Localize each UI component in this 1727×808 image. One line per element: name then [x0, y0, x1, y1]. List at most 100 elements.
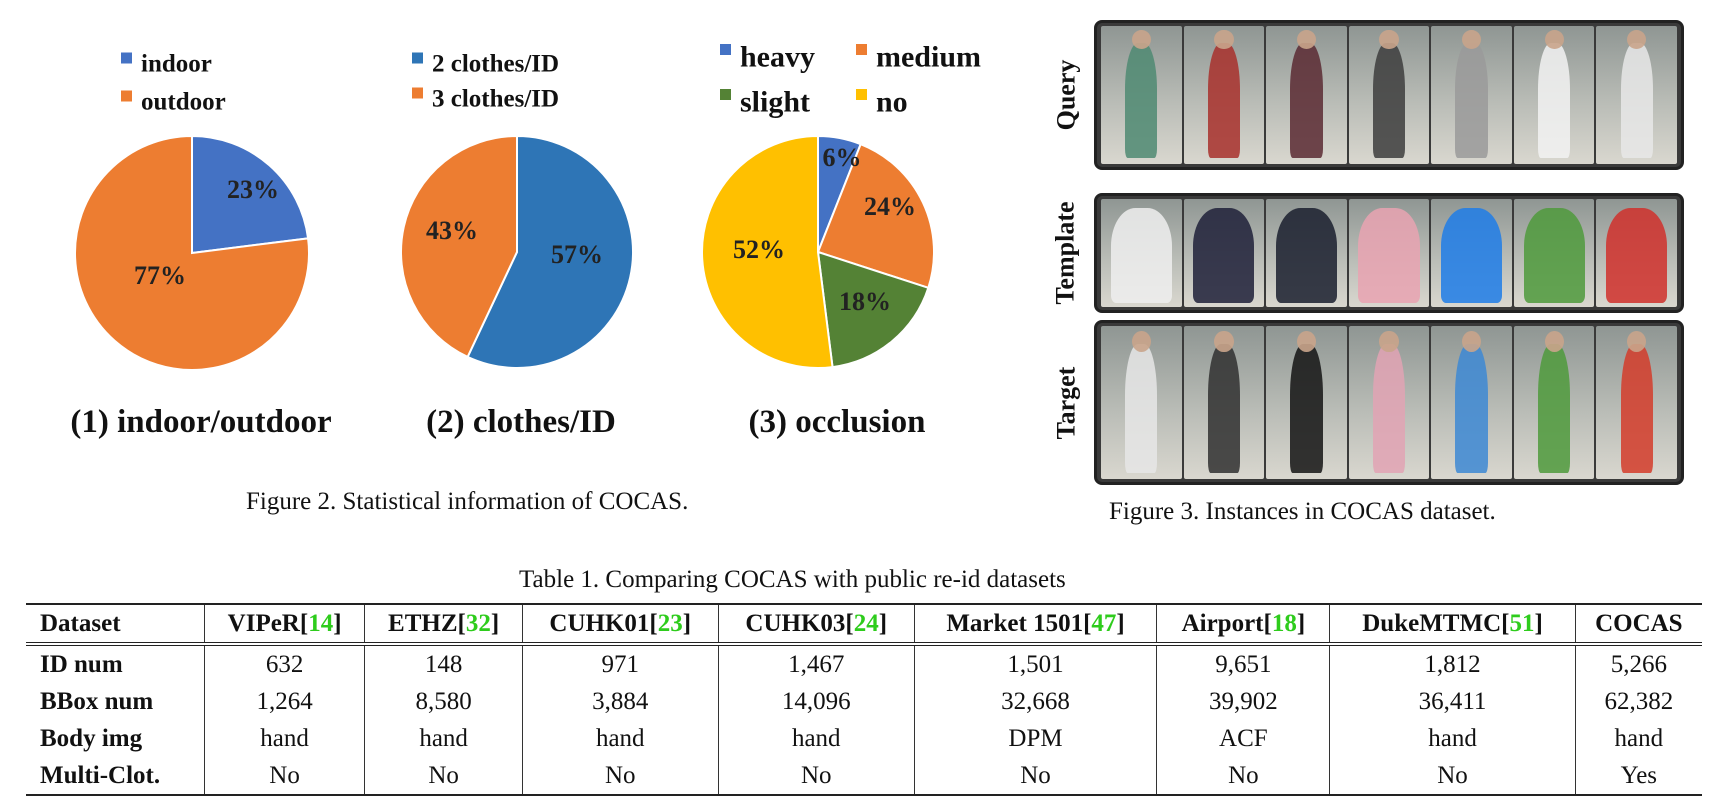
image-strip-query — [1094, 20, 1684, 170]
legend-swatch — [720, 44, 731, 55]
legend-label: outdoor — [141, 88, 226, 115]
pie-chart-2: 57% 43% 2 clothes/ID 3 clothes/ID (2) clothe… — [400, 50, 634, 440]
pie-slice-indoor — [191, 134, 310, 255]
person-image — [1101, 26, 1182, 164]
person-image — [1183, 26, 1265, 164]
slice-value-label: 18% — [839, 287, 891, 316]
chart-title: (2) clothes/ID — [426, 404, 616, 440]
table-cell: 39,902 — [1156, 683, 1330, 720]
row-label-target: Target — [1042, 320, 1090, 485]
image-strip-template — [1094, 193, 1684, 313]
table-cell: hand — [364, 720, 523, 757]
table-cell: DPM — [913, 720, 1157, 757]
citation-link[interactable]: 51 — [1509, 609, 1535, 637]
pie-slice-no — [701, 134, 834, 369]
legend-swatch — [412, 87, 423, 99]
slice-value-label: 6% — [823, 143, 862, 172]
table-cell: ACF — [1156, 720, 1330, 757]
column-header: Airport[18] — [1156, 604, 1330, 644]
slice-value-label: 52% — [733, 235, 785, 264]
legend-swatch — [121, 90, 132, 102]
legend-label: 2 clothes/ID — [432, 50, 559, 77]
table-cell: 1,501 — [913, 644, 1157, 683]
column-header: CUHK03[24] — [717, 604, 915, 644]
pie-chart-3: 6%24% 18% 52% heavy medium slight no (3) occlus… — [701, 41, 981, 440]
column-header: Market 1501[47] — [913, 604, 1157, 644]
person-image — [1266, 26, 1347, 164]
table-cell: 62,382 — [1574, 683, 1702, 720]
legend-label: slight — [740, 86, 810, 119]
column-header: COCAS — [1574, 604, 1702, 644]
citation-link[interactable]: 24 — [853, 609, 879, 637]
citation-link[interactable]: 14 — [308, 609, 334, 637]
column-header: DukeMTMC[51] — [1329, 604, 1576, 644]
figure2-charts: 23% 77% indoor outdoor (1) indoor/outdoor 57%… — [70, 41, 981, 441]
table-cell: 148 — [364, 644, 523, 683]
legend-label: indoor — [141, 50, 212, 77]
person-image — [1596, 326, 1678, 479]
table-cell: 3,884 — [521, 683, 719, 720]
row-label-text: Target — [1051, 366, 1081, 439]
table-cell: 9,651 — [1156, 644, 1330, 683]
column-header: CUHK01[23] — [521, 604, 719, 644]
table-cell: 5,266 — [1574, 644, 1702, 683]
table-cell: 1,812 — [1329, 644, 1576, 683]
person-image — [1183, 326, 1265, 479]
image-strip-target — [1094, 320, 1684, 485]
table-cell: No — [521, 757, 719, 795]
person-image — [1513, 326, 1595, 479]
legend-swatch — [720, 89, 731, 100]
citation-link[interactable]: 23 — [657, 609, 683, 637]
person-image — [1596, 199, 1678, 307]
table-cell: Yes — [1574, 757, 1702, 795]
person-image — [1431, 26, 1512, 164]
pie-chart-1: 23% 77% indoor outdoor (1) indoor/outdoor — [70, 50, 331, 440]
table-cell: No — [203, 757, 365, 795]
pie-slice-3-clothes-id — [400, 134, 518, 359]
table-row: BBox num 1,264 8,580 3,884 14,096 32,668 39,90… — [26, 683, 1702, 720]
person-image — [1596, 26, 1678, 164]
person-image — [1513, 26, 1595, 164]
chart-title: (3) occlusion — [749, 404, 926, 440]
row-label-text: Query — [1051, 59, 1081, 131]
pie-slice-outdoor — [74, 134, 310, 371]
table-cell: No — [364, 757, 523, 795]
person-image — [1513, 199, 1595, 307]
slice-value-label: 77% — [134, 261, 186, 290]
table-cell: No — [913, 757, 1157, 795]
legend-label: no — [876, 86, 908, 119]
slice-value-label: 24% — [864, 192, 916, 221]
pie-slice-medium — [816, 142, 935, 290]
figure2-caption: Figure 2. Statistical information of COC… — [246, 488, 689, 515]
person-image — [1431, 199, 1512, 307]
table-cell: hand — [203, 720, 365, 757]
comparison-table: Dataset VIPeR[14] ETHZ[32] CUHK01[23] CUHK03… — [26, 603, 1702, 796]
legend-label: medium — [876, 41, 981, 74]
citation-link[interactable]: 47 — [1091, 609, 1117, 637]
table-cell: hand — [717, 720, 915, 757]
person-image — [1348, 199, 1430, 307]
table-cell: 32,668 — [913, 683, 1157, 720]
slice-value-label: 57% — [551, 240, 603, 269]
legend-label: 3 clothes/ID — [432, 85, 559, 112]
table-cell: 971 — [521, 644, 719, 683]
table-header-row: Dataset VIPeR[14] ETHZ[32] CUHK01[23] CUHK03… — [26, 604, 1702, 644]
table-row: Body img hand hand hand hand DPM ACF hand hand — [26, 720, 1702, 757]
row-header: ID num — [40, 650, 123, 678]
table-cell: No — [1156, 757, 1330, 795]
citation-link[interactable]: 32 — [465, 609, 491, 637]
row-label-text: Template — [1051, 201, 1081, 305]
row-header: Multi-Clot. — [40, 761, 161, 789]
citation-link[interactable]: 18 — [1271, 609, 1297, 637]
chart-title: (1) indoor/outdoor — [70, 404, 331, 440]
legend-swatch — [856, 89, 867, 100]
figure3-caption: Figure 3. Instances in COCAS dataset. — [1109, 498, 1496, 525]
table-row: ID num 632 148 971 1,467 1,501 9,651 1,812 5,266 — [26, 644, 1702, 683]
table-cell: hand — [1329, 720, 1576, 757]
table-cell: 1,467 — [717, 644, 915, 683]
legend-swatch — [412, 52, 423, 64]
table-cell: 8,580 — [364, 683, 523, 720]
table-cell: No — [1329, 757, 1576, 795]
person-image — [1101, 326, 1182, 479]
table-cell: 14,096 — [717, 683, 915, 720]
